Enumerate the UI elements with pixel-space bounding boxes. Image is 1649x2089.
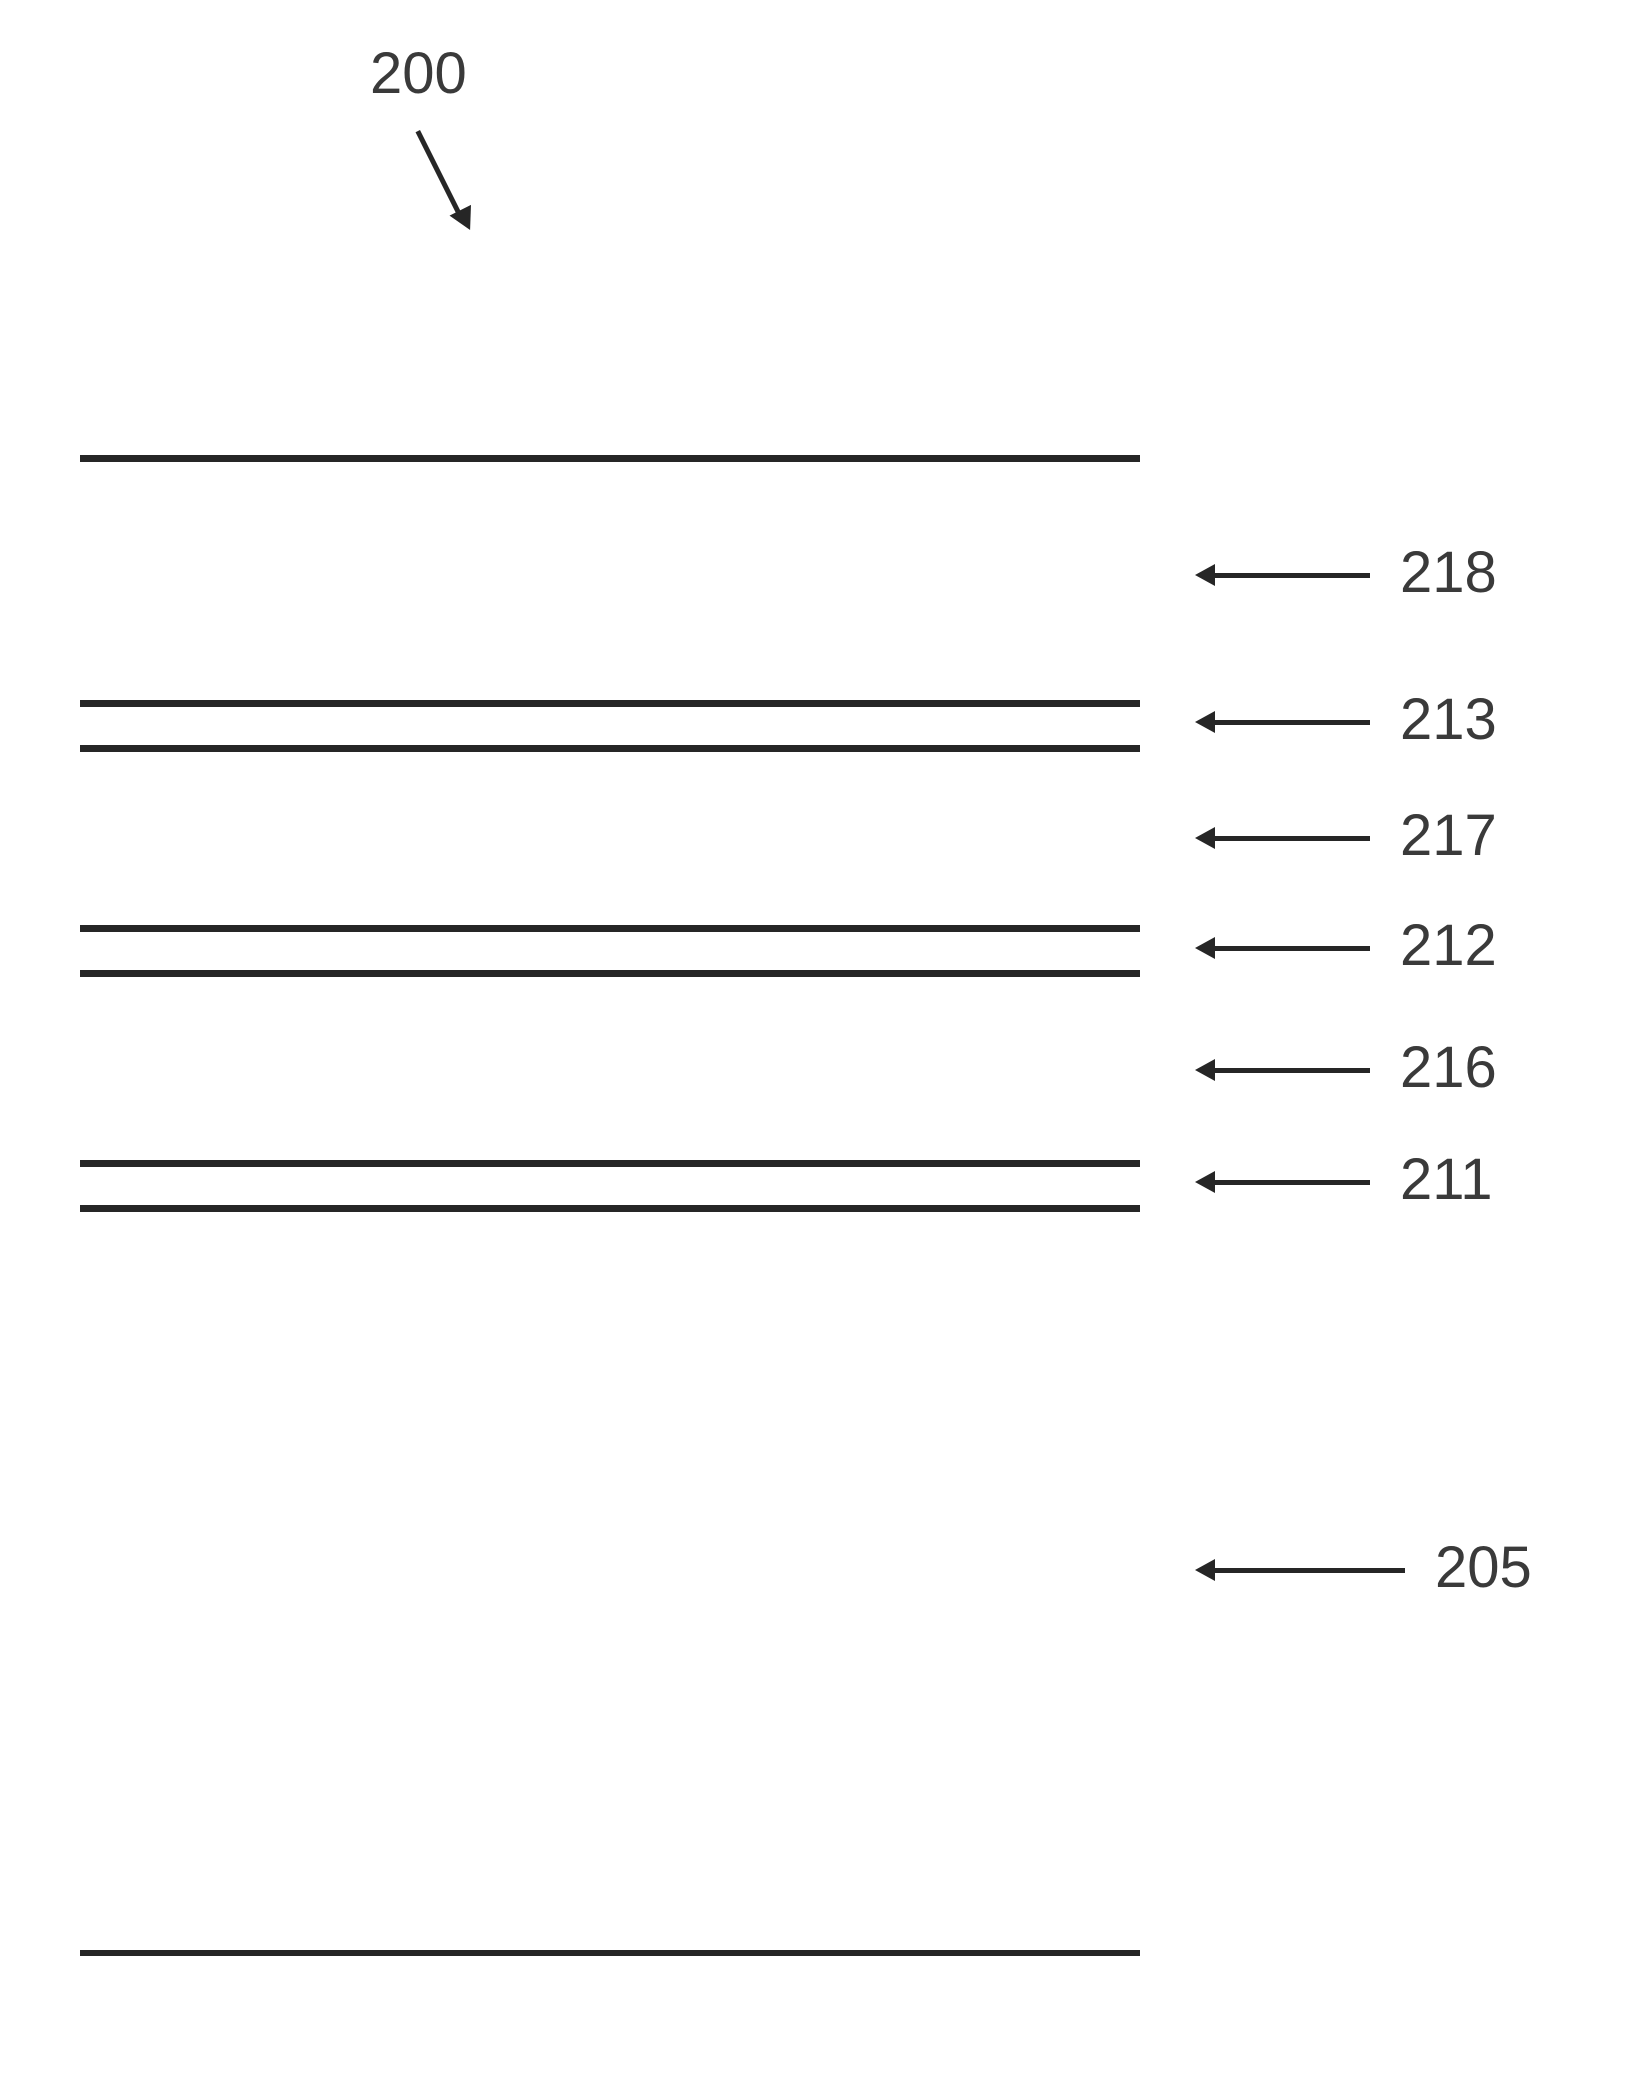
pointer-4-shaft (1215, 1068, 1370, 1073)
pointer-0-shaft (1215, 573, 1370, 578)
pointer-2-head (1195, 827, 1215, 849)
layer-line-0 (80, 455, 1140, 462)
pointer-1-head (1195, 711, 1215, 733)
ref-arrow-shaft (416, 130, 461, 213)
layer-line-5 (80, 1160, 1140, 1167)
pointer-3-label: 212 (1400, 912, 1497, 979)
pointer-6-shaft (1215, 1568, 1405, 1573)
pointer-0-head (1195, 564, 1215, 586)
layer-line-7 (80, 1950, 1140, 1956)
pointer-6-head (1195, 1559, 1215, 1581)
pointer-2-shaft (1215, 836, 1370, 841)
pointer-4-label: 216 (1400, 1034, 1497, 1101)
pointer-0-label: 218 (1400, 539, 1497, 606)
pointer-6-label: 205 (1435, 1534, 1532, 1601)
ref-label: 200 (370, 40, 467, 107)
pointer-1-label: 213 (1400, 686, 1497, 753)
layer-line-1 (80, 700, 1140, 707)
layer-line-6 (80, 1205, 1140, 1212)
layer-line-3 (80, 925, 1140, 932)
layer-line-4 (80, 970, 1140, 977)
layer-line-2 (80, 745, 1140, 752)
figure-stage: 200 218 213 217 212 216 211 205 (0, 0, 1649, 2089)
pointer-3-head (1195, 937, 1215, 959)
pointer-1-shaft (1215, 720, 1370, 725)
pointer-5-shaft (1215, 1180, 1370, 1185)
pointer-4-head (1195, 1059, 1215, 1081)
pointer-5-label: 211 (1400, 1146, 1492, 1213)
pointer-5-head (1195, 1171, 1215, 1193)
pointer-2-label: 217 (1400, 802, 1497, 869)
pointer-3-shaft (1215, 946, 1370, 951)
